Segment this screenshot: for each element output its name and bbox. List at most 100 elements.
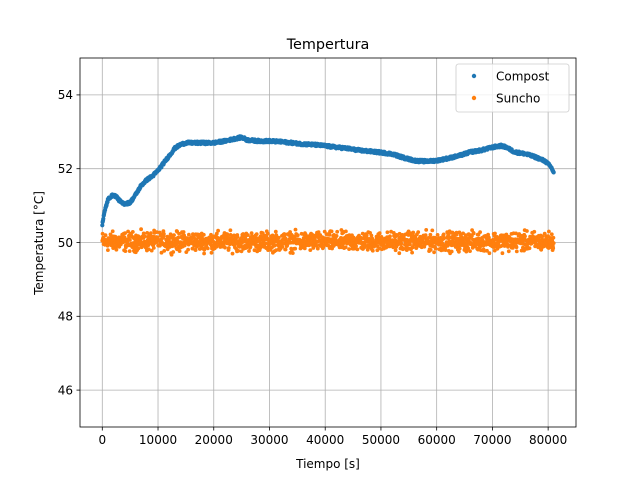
suncho-point <box>202 251 207 256</box>
plot-area <box>100 134 556 257</box>
suncho-point <box>263 241 268 246</box>
compost-point <box>551 170 556 175</box>
x-tick-label: 30000 <box>250 433 288 447</box>
suncho-point <box>485 248 489 253</box>
suncho-point <box>127 249 132 254</box>
suncho-point <box>505 239 509 244</box>
suncho-point <box>193 248 198 253</box>
suncho-point <box>247 249 251 253</box>
suncho-point <box>364 233 369 238</box>
x-tick-label: 0 <box>98 433 106 447</box>
suncho-point <box>410 250 414 255</box>
suncho-point <box>246 233 250 238</box>
suncho-point <box>295 233 300 238</box>
plot-data <box>100 134 556 257</box>
suncho-point <box>315 246 320 251</box>
suncho-point <box>290 251 295 256</box>
x-tick-label: 20000 <box>195 433 233 447</box>
legend-marker-suncho <box>471 95 477 101</box>
suncho-point <box>177 231 182 236</box>
suncho-point <box>470 228 474 233</box>
suncho-point <box>254 232 259 237</box>
suncho-point <box>424 228 429 232</box>
suncho-point <box>159 250 164 255</box>
suncho-point <box>282 233 287 238</box>
suncho-point <box>223 245 227 250</box>
suncho-point <box>411 230 416 235</box>
x-tick-label: 40000 <box>306 433 344 447</box>
suncho-point <box>478 230 482 235</box>
suncho-point <box>506 249 511 254</box>
suncho-point <box>432 250 436 255</box>
suncho-point <box>442 236 446 241</box>
legend-box <box>455 63 570 113</box>
suncho-point <box>551 246 556 251</box>
y-tick-label: 48 <box>58 310 73 324</box>
suncho-point <box>397 251 402 256</box>
suncho-point <box>146 247 151 252</box>
y-tick-label: 54 <box>58 88 73 102</box>
suncho-point <box>201 232 206 237</box>
suncho-point <box>527 246 532 251</box>
suncho-point <box>423 233 428 238</box>
suncho-point <box>428 232 433 237</box>
suncho-point <box>464 234 468 239</box>
suncho-point <box>302 246 307 251</box>
suncho-point <box>186 247 191 252</box>
suncho-point <box>172 233 176 238</box>
y-tick-label: 46 <box>58 383 73 397</box>
suncho-point <box>235 235 240 239</box>
suncho-point <box>551 235 556 240</box>
y-tick-label: 50 <box>58 236 73 250</box>
suncho-point <box>493 231 497 236</box>
suncho-point <box>273 229 278 234</box>
suncho-point <box>547 229 551 234</box>
chart-title: Tempertura <box>286 37 370 53</box>
suncho-point <box>316 230 321 235</box>
suncho-point <box>100 231 105 236</box>
suncho-point <box>329 229 334 234</box>
suncho-point <box>226 246 231 250</box>
suncho-point <box>289 246 294 251</box>
suncho-point <box>355 247 360 252</box>
suncho-point <box>232 233 237 238</box>
suncho-point <box>225 232 230 237</box>
legend: Compost Suncho <box>455 63 570 113</box>
x-tick-label: 70000 <box>473 433 511 447</box>
suncho-point <box>162 232 166 236</box>
suncho-point <box>343 245 348 250</box>
suncho-point <box>216 228 221 233</box>
suncho-point <box>142 234 147 239</box>
suncho-point <box>385 230 390 235</box>
suncho-point <box>228 228 233 233</box>
suncho-point <box>171 250 176 254</box>
y-tick-label: 52 <box>58 162 73 176</box>
suncho-point <box>236 249 241 253</box>
legend-label-suncho: Suncho <box>496 91 540 105</box>
suncho-point <box>176 235 181 240</box>
suncho-point <box>449 249 454 254</box>
suncho-point <box>205 246 210 251</box>
suncho-point <box>162 249 167 253</box>
suncho-point <box>123 231 127 236</box>
suncho-point <box>141 231 146 236</box>
suncho-point <box>293 227 298 232</box>
suncho-point <box>551 241 556 246</box>
suncho-point <box>249 231 254 236</box>
suncho-point <box>540 234 545 239</box>
suncho-point <box>428 248 433 252</box>
suncho-point <box>514 231 518 236</box>
suncho-point <box>388 234 392 239</box>
suncho-point <box>347 247 351 252</box>
suncho-point <box>454 232 459 237</box>
compost-point <box>100 223 105 228</box>
suncho-point <box>443 248 448 253</box>
suncho-point <box>288 230 292 234</box>
suncho-point <box>276 235 281 240</box>
suncho-point <box>209 250 214 255</box>
suncho-point <box>391 245 396 250</box>
suncho-point <box>177 249 182 254</box>
suncho-point <box>457 246 462 251</box>
suncho-point <box>106 248 110 253</box>
